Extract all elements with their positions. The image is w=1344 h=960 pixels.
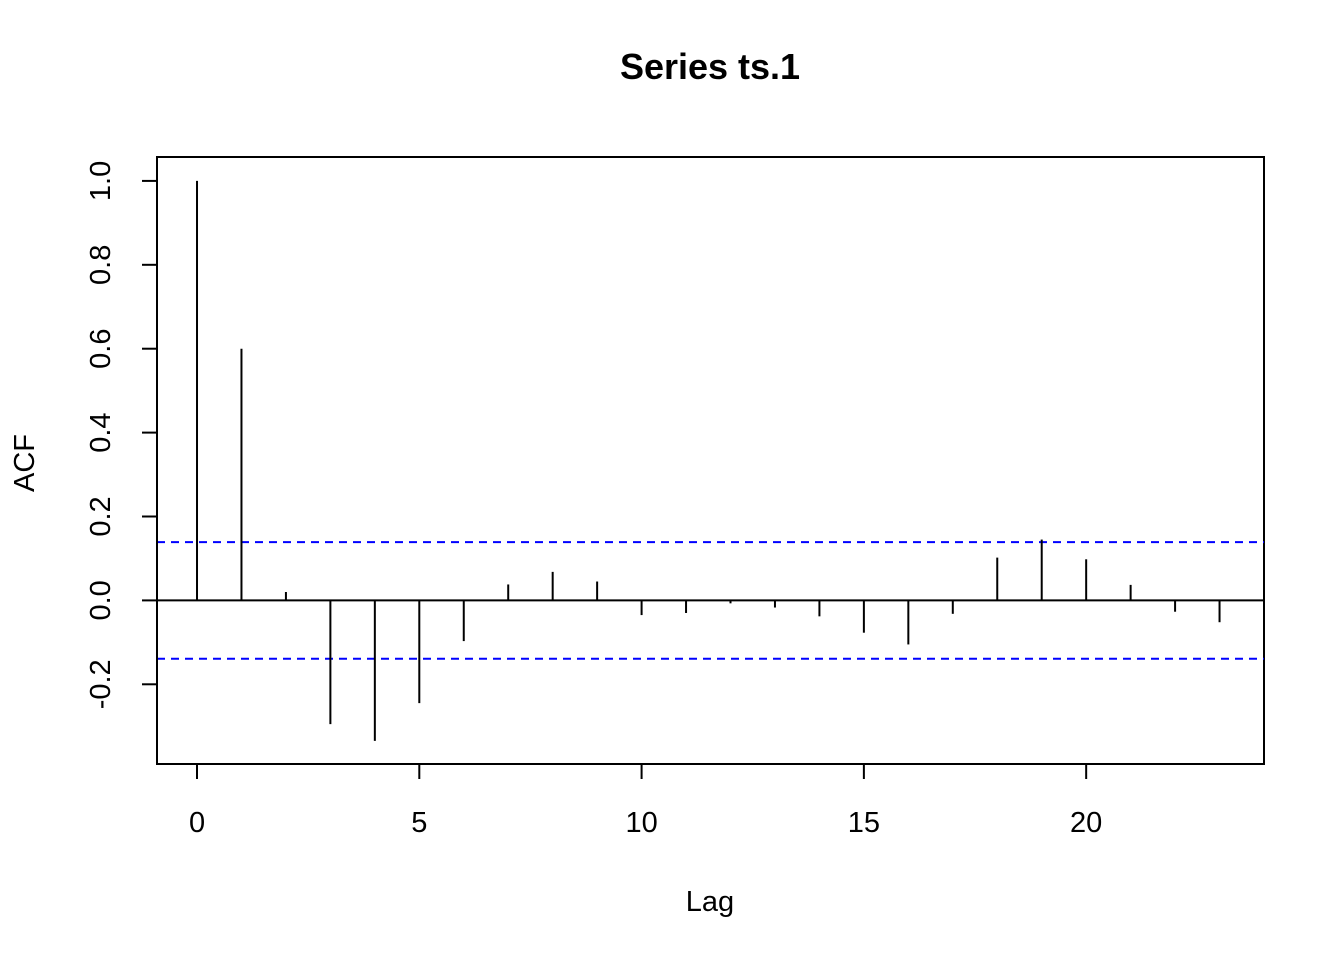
plot-frame [156, 156, 1265, 765]
x-tick-label: 10 [625, 807, 657, 839]
y-tick-label: 0.6 [85, 329, 117, 369]
x-tick-label: 20 [1070, 807, 1102, 839]
y-axis-label: ACF [9, 434, 41, 492]
x-tick-label: 15 [848, 807, 880, 839]
y-tick-label: 0.2 [85, 496, 117, 536]
y-tick-label: 0.4 [85, 412, 117, 452]
y-tick-label: 0.0 [85, 580, 117, 620]
chart-marks: 0 5 10 15 20 -0.2 0.0 0.2 0.4 0.6 0.8 1.0 [85, 161, 1264, 839]
y-tick-label: -0.2 [85, 659, 117, 709]
x-tick-label: 0 [189, 807, 205, 839]
y-tick-label: 0.8 [85, 245, 117, 285]
y-tick-label: 1.0 [85, 161, 117, 201]
chart-title: Series ts.1 [620, 46, 800, 87]
x-tick-label: 5 [411, 807, 427, 839]
x-axis-label: Lag [686, 886, 734, 918]
